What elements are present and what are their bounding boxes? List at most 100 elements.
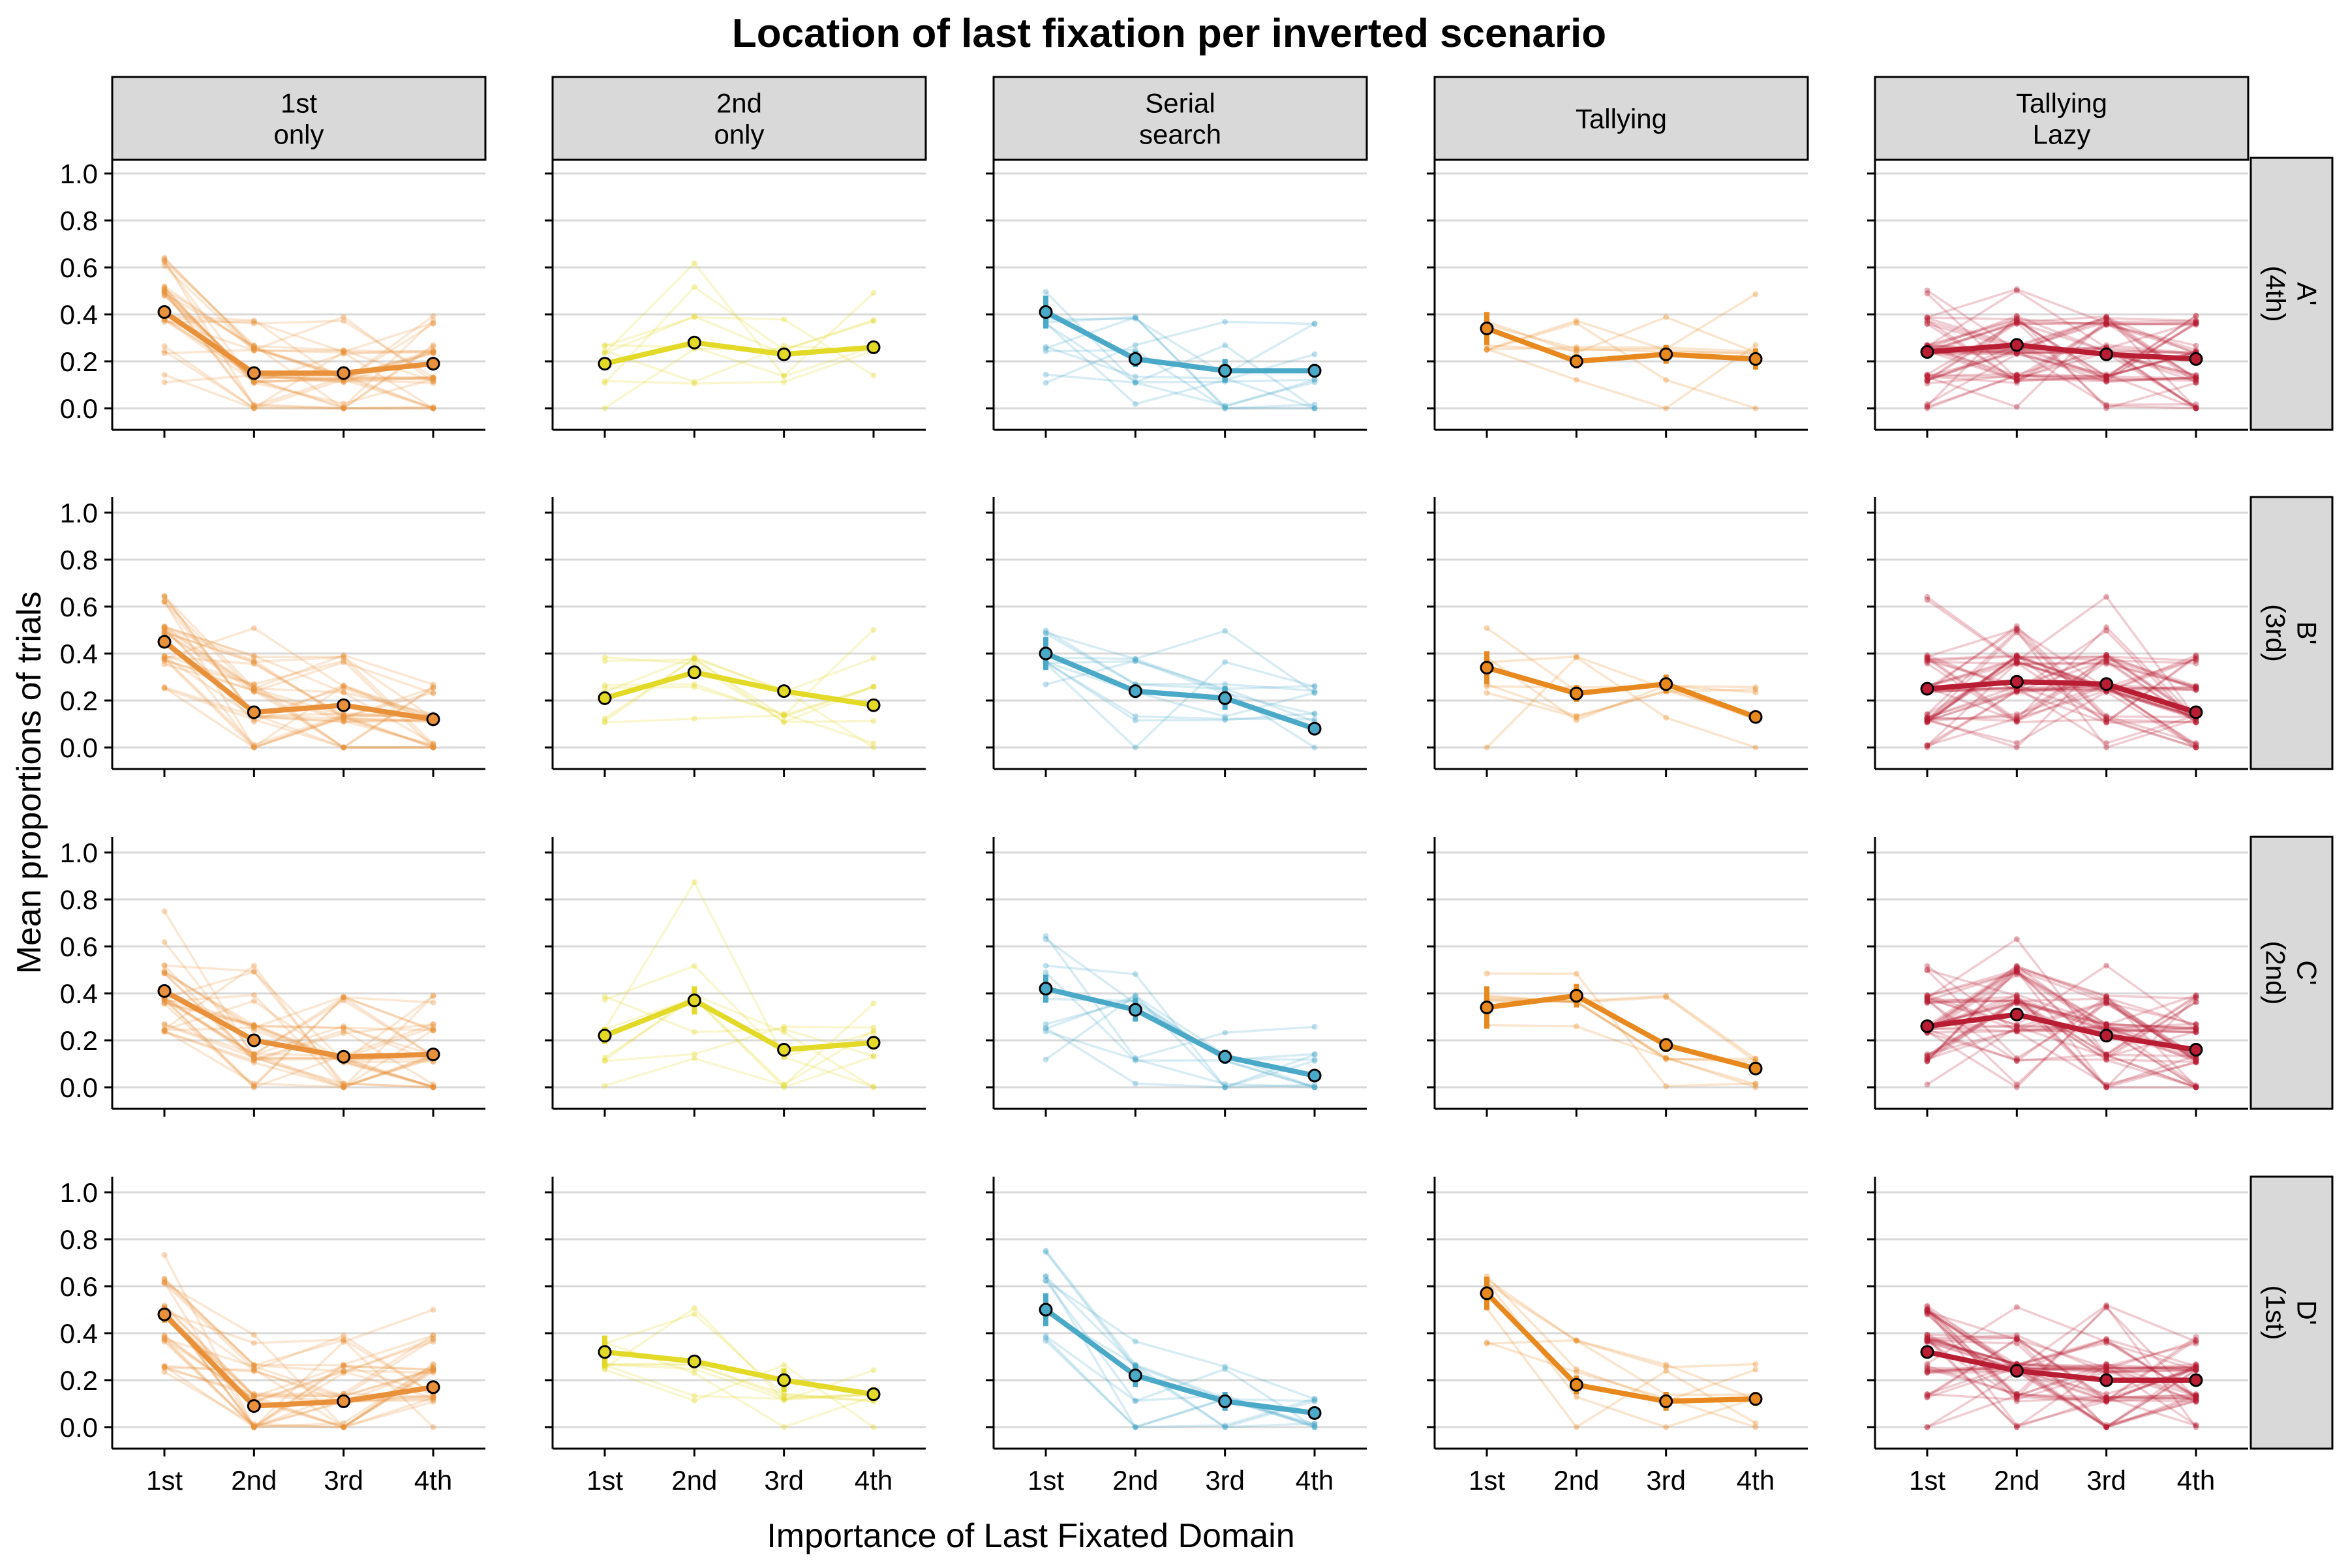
participant-line [164, 997, 434, 1057]
participant-point [2013, 659, 2020, 666]
participant-point [1752, 1084, 1759, 1091]
participant-point [2013, 688, 2020, 695]
participant-point [251, 1021, 257, 1028]
participant-point [161, 1275, 168, 1282]
participant-point [2193, 405, 2199, 412]
participant-point [691, 661, 697, 667]
participant-point [1752, 1361, 1759, 1367]
participant-point [2103, 375, 2110, 382]
participant-point [2103, 319, 2110, 325]
participant-point [430, 1083, 436, 1089]
participant-point [2013, 316, 2020, 322]
y-tick-label: 0.0 [60, 1412, 98, 1443]
participant-line [164, 316, 434, 380]
participant-line [1927, 1339, 2197, 1398]
participant-line [1927, 351, 2197, 410]
participant-point [2193, 1367, 2199, 1374]
participant-point [430, 1366, 436, 1372]
mean-line [604, 340, 874, 367]
participant-point [161, 908, 168, 914]
participant-point [691, 963, 697, 969]
participant-point [2103, 1395, 2110, 1401]
participant-point [2103, 322, 2110, 328]
participant-line [1927, 1001, 2197, 1086]
participant-point [430, 744, 436, 751]
mean-point [1480, 1286, 1494, 1301]
participant-point [251, 1367, 257, 1374]
participant-point [161, 654, 168, 660]
participant-point [2103, 378, 2110, 384]
participant-point [341, 712, 347, 719]
participant-line [1486, 689, 1756, 719]
x-tick-label: 1st [587, 1465, 623, 1496]
participant-point [2103, 1368, 2110, 1374]
row-strip [2249, 496, 2334, 770]
participant-point [2193, 312, 2199, 319]
participant-point [1924, 1335, 1930, 1342]
participant-point [1924, 656, 1930, 663]
participant-point [1222, 402, 1228, 409]
participant-point [341, 318, 347, 324]
participant-point [602, 1057, 608, 1064]
participant-point [2013, 1395, 2020, 1402]
participant-point [430, 1084, 436, 1091]
participant-point [2193, 686, 2199, 693]
participant-point [2013, 654, 2020, 660]
participant-point [2193, 1398, 2199, 1404]
participant-point [2103, 374, 2110, 380]
participant-point [341, 714, 347, 721]
participant-point [2193, 994, 2199, 1001]
participant-point [2103, 378, 2110, 385]
participant-point [2193, 312, 2199, 319]
x-tick-label: 3rd [324, 1465, 363, 1496]
participant-point [602, 350, 608, 357]
participant-point [2013, 317, 2020, 324]
participant-point [251, 654, 257, 660]
participant-point [1752, 1055, 1759, 1062]
participant-point [161, 939, 168, 945]
participant-point [1222, 659, 1228, 665]
participant-point [2103, 374, 2110, 381]
participant-point [1043, 348, 1049, 355]
participant-point [2193, 1397, 2199, 1404]
participant-point [341, 713, 347, 719]
participant-line [604, 316, 874, 377]
participant-point [2193, 318, 2199, 324]
participant-point [430, 744, 436, 751]
participant-point [1043, 1249, 1049, 1256]
participant-point [1924, 378, 1930, 384]
participant-point [251, 661, 257, 667]
participant-line [164, 995, 435, 1089]
participant-point [870, 740, 877, 747]
participant-line [604, 1363, 874, 1401]
participant-point [2103, 962, 2110, 969]
participant-point [161, 1337, 168, 1344]
row-strip-label: A' [2292, 282, 2323, 305]
participant-point [251, 345, 257, 352]
participant-point [2103, 1021, 2110, 1027]
participant-point [1924, 1391, 1930, 1397]
mean-point [1569, 354, 1583, 369]
participant-point [781, 1424, 787, 1430]
participant-point [251, 1424, 257, 1430]
participant-point [602, 718, 608, 725]
participant-point [1043, 631, 1049, 637]
participant-point [1924, 1058, 1930, 1064]
y-tick-label: 0.6 [60, 931, 98, 962]
participant-point [2103, 405, 2110, 412]
participant-point [691, 1393, 697, 1399]
participant-line [1927, 1369, 2197, 1401]
participant-point [691, 716, 697, 722]
participant-point [161, 262, 168, 269]
participant-point [1311, 1084, 1318, 1091]
participant-point [2103, 1057, 2110, 1063]
participant-point [2013, 687, 2020, 693]
participant-line [1927, 688, 2197, 747]
participant-point [2013, 711, 2020, 717]
participant-point [341, 1336, 347, 1343]
participant-point [161, 1338, 168, 1345]
mean-point [598, 1345, 612, 1359]
participant-line [1927, 656, 2197, 717]
participant-line [164, 995, 434, 1032]
